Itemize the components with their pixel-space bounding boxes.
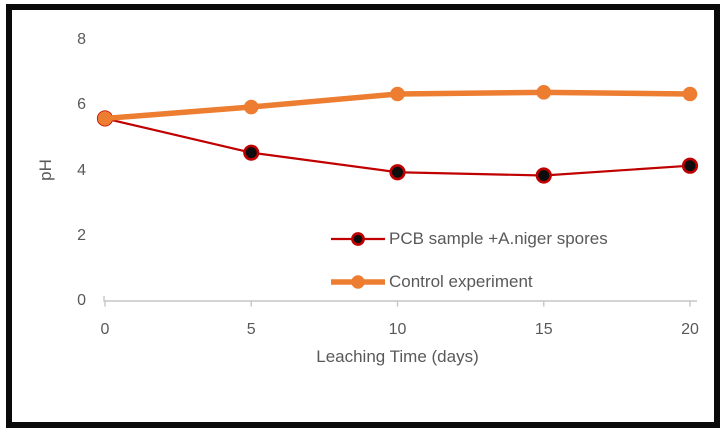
x-tick-label: 20 <box>681 321 699 338</box>
y-axis-title: pH <box>36 159 55 181</box>
series-1-marker <box>243 99 259 115</box>
y-tick-label: 8 <box>77 31 86 49</box>
series-0-marker <box>389 164 406 181</box>
legend-item-pcb-sample: PCB sample +A.niger spores <box>330 228 608 250</box>
x-axis-line <box>103 296 697 302</box>
series-1-marker <box>536 85 552 100</box>
control-series-marker-icon <box>331 275 385 289</box>
y-tick-label: 4 <box>77 161 86 179</box>
y-tick-label: 6 <box>77 96 86 114</box>
series-1-marker <box>682 86 698 102</box>
x-tick-label: 0 <box>100 321 110 338</box>
series-0-marker <box>681 157 699 174</box>
legend-item-control: Control experiment <box>330 271 533 293</box>
legend-label-control: Control experiment <box>389 272 533 291</box>
x-tick-label: 10 <box>388 321 407 338</box>
y-tick-label: 0 <box>77 292 86 309</box>
x-tick-label: 15 <box>534 321 553 338</box>
x-axis-title: Leaching Time (days) <box>316 347 479 366</box>
y-tick-label: 2 <box>77 226 86 244</box>
series-1-marker <box>390 86 405 102</box>
legend-label-pcb-sample: PCB sample +A.niger spores <box>389 229 608 248</box>
series-1-marker <box>97 111 113 126</box>
series-0-marker <box>243 144 260 161</box>
series-0-marker <box>535 167 552 184</box>
x-tick-label: 5 <box>246 321 256 338</box>
pcb-sample-series-marker-icon <box>331 232 385 246</box>
